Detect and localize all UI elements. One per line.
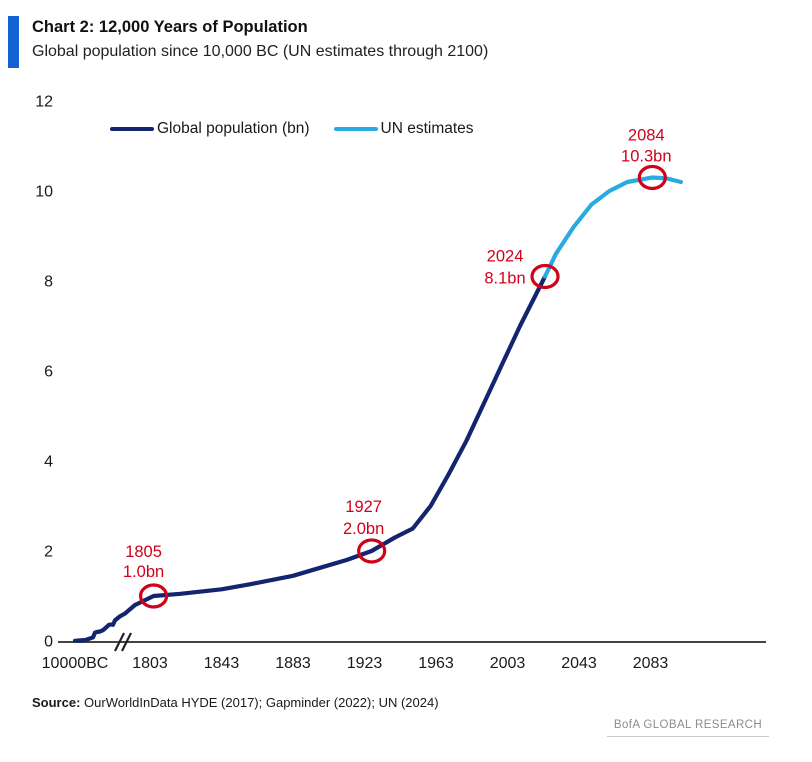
un-estimates-line [542, 175, 684, 279]
y-axis-tick-label: 8 [44, 274, 53, 291]
axis-break-icon [121, 632, 132, 652]
chart-subtitle: Global population since 10,000 BC (UN es… [32, 43, 489, 60]
annotation-circle [357, 538, 387, 564]
annotation-year-label: 1805 [125, 543, 162, 561]
axis-break-icon [114, 632, 125, 652]
x-axis-tick-label: 1883 [275, 655, 311, 672]
x-axis-tick-label: 10000BC [42, 655, 109, 672]
annotation-year-label: 2024 [487, 248, 524, 266]
y-axis-tick-label: 4 [44, 454, 53, 471]
x-axis-tick-label: 1843 [204, 655, 240, 672]
legend-line-swatch-navy [110, 126, 154, 132]
legend-label: UN estimates [380, 120, 474, 137]
chart-legend: Global population (bn) UN estimates [110, 120, 474, 138]
y-axis-tick-label: 10 [35, 184, 53, 201]
x-axis-tick-label: 2003 [490, 655, 526, 672]
annotation-value-label: 8.1bn [484, 270, 525, 288]
x-axis-tick-label: 1923 [347, 655, 383, 672]
annotation-value-label: 1.0bn [123, 563, 164, 581]
legend-item-un-estimates: UN estimates [333, 120, 474, 138]
x-axis-tick-label: 2043 [561, 655, 597, 672]
source-note: Source: OurWorldInData HYDE (2017); Gapm… [32, 695, 439, 710]
legend-label: Global population (bn) [157, 120, 310, 137]
accent-bar [8, 16, 19, 68]
annotation-circle [637, 164, 667, 191]
y-axis-tick-label: 2 [44, 544, 53, 561]
y-axis-tick-label: 12 [35, 94, 53, 111]
annotation-year-label: 1927 [345, 498, 382, 516]
x-axis-tick-label: 2083 [633, 655, 669, 672]
legend-line-swatch-lightblue [333, 126, 378, 132]
annotation-circle [530, 263, 560, 290]
global-population-line [72, 274, 548, 643]
annotation-value-label: 2.0bn [343, 520, 384, 538]
annotation-year-label: 2084 [628, 127, 665, 145]
x-axis-tick-label: 1963 [418, 655, 454, 672]
y-axis-tick-label: 0 [44, 634, 53, 651]
brand-mark: BofA GLOBAL RESEARCH [607, 719, 769, 737]
source-text: OurWorldInData HYDE (2017); Gapminder (2… [80, 695, 439, 710]
annotation-circle [138, 583, 169, 609]
chart-header: Chart 2: 12,000 Years of Population Glob… [32, 14, 488, 64]
chart-title: Chart 2: 12,000 Years of Population [32, 18, 308, 36]
y-axis-tick-label: 6 [44, 364, 53, 381]
x-axis-tick-label: 1803 [132, 655, 168, 672]
legend-item-global-population: Global population (bn) [110, 120, 310, 138]
annotation-value-label: 10.3bn [621, 148, 671, 166]
source-label: Source: [32, 695, 81, 710]
